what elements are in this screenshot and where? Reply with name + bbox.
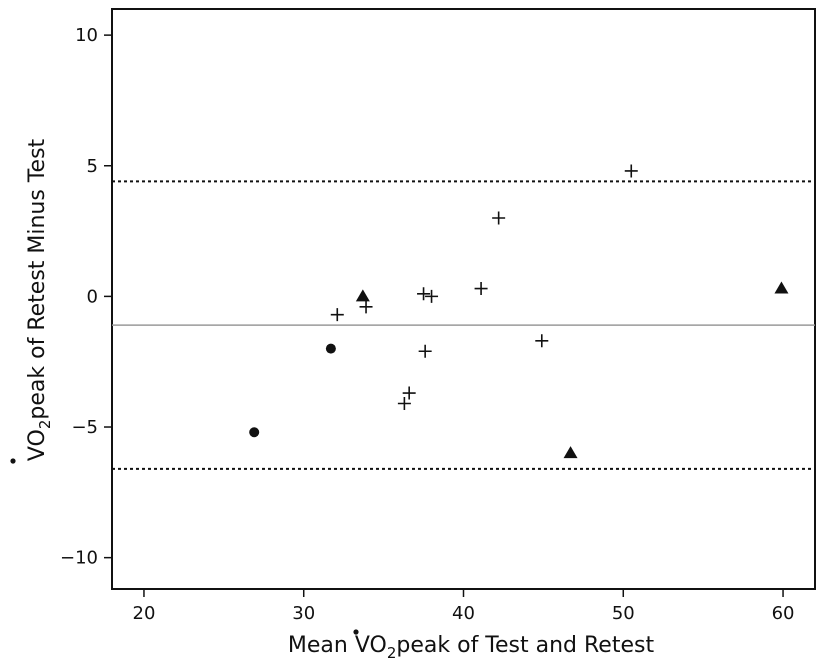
y-tick-label: −10 (60, 548, 98, 569)
x-tick-label: 40 (452, 603, 475, 624)
data-point-plus (417, 287, 431, 301)
x-axis-title-before: Mean V (288, 633, 370, 658)
x-axis-title-o: O (370, 633, 387, 658)
data-point-triangle (563, 446, 578, 459)
y-tick-label: −5 (71, 417, 98, 438)
x-tick-label: 20 (133, 603, 156, 624)
data-point-plus (492, 211, 506, 225)
x-tick-label: 60 (772, 603, 795, 624)
y-axis-title-dot (10, 458, 16, 464)
y-axis-title-after: peak of Retest Minus Test (25, 138, 50, 419)
x-axis-title-subscript: 2 (387, 644, 397, 662)
data-point-circle (325, 343, 336, 354)
data-points (249, 164, 789, 459)
data-point-plus (359, 300, 373, 314)
x-axis: 20 30 40 50 60 (133, 589, 795, 624)
data-point-plus (474, 282, 488, 296)
data-point-triangle (355, 289, 370, 302)
data-point-plus (397, 397, 411, 411)
x-tick-label: 50 (612, 603, 635, 624)
x-axis-title: Mean VO2peak of Test and Retest (288, 633, 655, 662)
y-tick-label: 0 (87, 286, 98, 307)
data-point-plus (418, 344, 432, 358)
x-axis-title-after: peak of Test and Retest (396, 633, 654, 658)
plot-frame (111, 8, 816, 590)
data-point-plus (402, 386, 416, 400)
y-axis-title-o: O (25, 429, 50, 446)
y-axis-title-before: V (25, 446, 50, 461)
data-point-plus (624, 164, 638, 178)
y-tick-label: 10 (75, 25, 98, 46)
y-axis: 10 5 0 −5 −10 (60, 25, 112, 569)
data-point-plus (425, 289, 439, 303)
data-point-plus (535, 334, 549, 348)
reference-lines (112, 180, 815, 470)
data-point-circle (249, 427, 260, 438)
data-point-triangle (774, 281, 789, 294)
x-axis-title-dot (353, 629, 359, 635)
y-axis-title-subscript: 2 (36, 420, 54, 430)
x-tick-label: 30 (292, 603, 315, 624)
y-tick-label: 5 (87, 156, 98, 177)
y-axis-title: VO2peak of Retest Minus Test (25, 138, 54, 461)
data-point-plus (330, 308, 344, 322)
